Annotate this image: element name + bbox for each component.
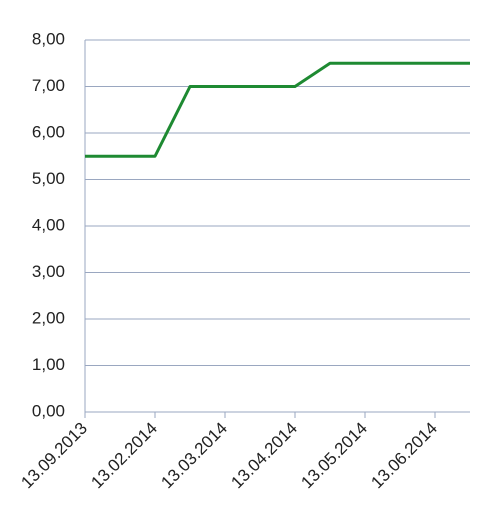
line [85, 61, 470, 158]
y-tick-label: 0,00 [32, 401, 65, 420]
y-tick-label: 3,00 [32, 262, 65, 281]
x-tick-label: 13.05.2014 [297, 419, 371, 493]
y-tick-label: 7,00 [32, 76, 65, 95]
x-tick-label: 13.09.2013 [17, 419, 91, 493]
y-tick-label: 5,00 [32, 169, 65, 188]
x-tick-label: 13.06.2014 [367, 419, 441, 493]
x-tick-label: 13.02.2014 [87, 419, 161, 493]
y-tick-label: 8,00 [32, 29, 65, 48]
x-tick-label: 13.04.2014 [227, 419, 301, 493]
y-tick-label: 4,00 [32, 215, 65, 234]
y-tick-label: 2,00 [32, 308, 65, 327]
y-tick-label: 6,00 [32, 122, 65, 141]
x-tick-label: 13.03.2014 [157, 419, 231, 493]
y-tick-label: 1,00 [32, 355, 65, 374]
